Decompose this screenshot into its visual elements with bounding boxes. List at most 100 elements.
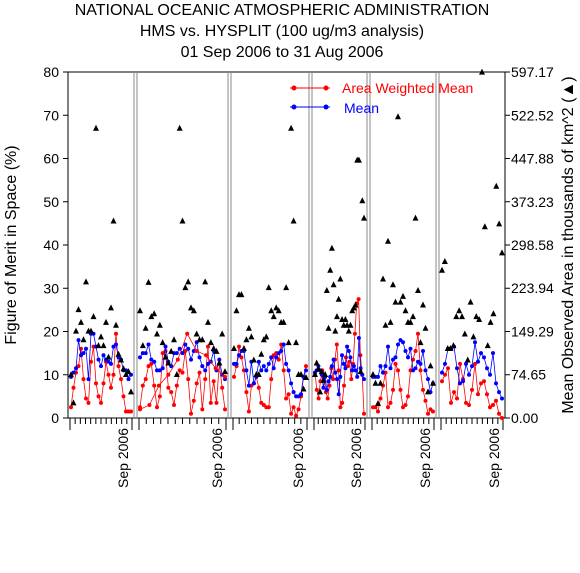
data-point-area-weighted-mean bbox=[398, 387, 403, 392]
data-point-mean bbox=[140, 351, 145, 356]
data-point-area-weighted-mean bbox=[500, 416, 504, 420]
data-point-mean bbox=[189, 357, 193, 362]
data-point-area-weighted-mean bbox=[467, 403, 471, 407]
series-line-area-weighted-mean bbox=[70, 333, 131, 412]
data-point-area-weighted-mean bbox=[81, 377, 86, 382]
data-point-area-weighted-mean bbox=[455, 396, 459, 401]
y2-tick-label: 149.29 bbox=[511, 324, 554, 340]
data-point-area-weighted-mean bbox=[406, 394, 410, 399]
area-triangle-marker bbox=[207, 339, 214, 346]
area-triangle-marker bbox=[450, 342, 457, 349]
area-triangle-marker bbox=[68, 371, 74, 378]
area-triangle-marker bbox=[190, 307, 197, 314]
area-triangle-marker bbox=[420, 301, 426, 308]
data-point-area-weighted-mean bbox=[152, 383, 157, 388]
area-triangle-marker bbox=[303, 373, 309, 380]
data-point-area-weighted-mean bbox=[479, 381, 483, 386]
data-point-area-weighted-mean bbox=[396, 368, 400, 373]
data-point-area-weighted-mean bbox=[347, 359, 352, 364]
data-point-area-weighted-mean bbox=[183, 349, 188, 353]
legend-label-mean: Mean bbox=[344, 100, 379, 116]
data-point-mean bbox=[146, 342, 151, 347]
legend-marker-area-weighted-mean bbox=[291, 85, 297, 91]
area-triangle-marker bbox=[103, 318, 109, 325]
data-point-area-weighted-mean bbox=[206, 344, 210, 349]
data-point-mean bbox=[76, 338, 81, 343]
data-point-area-weighted-mean bbox=[391, 387, 395, 392]
data-point-mean bbox=[71, 370, 76, 375]
data-point-area-weighted-mean bbox=[203, 377, 208, 382]
data-point-area-weighted-mean bbox=[331, 377, 336, 382]
area-triangle-marker bbox=[361, 214, 367, 221]
data-point-area-weighted-mean bbox=[197, 370, 202, 375]
data-point-mean bbox=[388, 366, 393, 371]
data-point-mean bbox=[476, 359, 480, 364]
area-triangle-marker bbox=[182, 284, 189, 291]
data-point-area-weighted-mean bbox=[129, 409, 133, 414]
area-triangle-marker bbox=[162, 353, 169, 360]
area-triangle-marker bbox=[185, 278, 192, 285]
data-point-mean bbox=[244, 368, 249, 373]
data-point-area-weighted-mean bbox=[449, 400, 453, 405]
area-triangle-marker bbox=[283, 284, 290, 291]
area-triangle-marker bbox=[213, 347, 220, 354]
area-triangle-marker bbox=[456, 307, 463, 314]
area-triangle-marker bbox=[407, 318, 414, 325]
area-triangle-marker bbox=[481, 223, 488, 230]
area-triangle-marker bbox=[125, 368, 132, 375]
area-triangle-marker bbox=[385, 237, 391, 244]
data-point-area-weighted-mean bbox=[155, 405, 159, 410]
data-point-mean bbox=[143, 351, 148, 356]
data-point-area-weighted-mean bbox=[211, 379, 216, 384]
data-point-mean bbox=[335, 377, 339, 382]
data-point-area-weighted-mean bbox=[393, 361, 398, 366]
data-point-mean bbox=[406, 355, 410, 360]
area-triangle-marker bbox=[392, 298, 399, 305]
area-triangle-marker bbox=[499, 249, 505, 256]
data-point-mean bbox=[261, 364, 266, 369]
data-point-mean bbox=[401, 340, 405, 345]
area-triangle-marker bbox=[332, 327, 339, 334]
area-triangle-marker bbox=[422, 324, 429, 331]
data-point-mean bbox=[491, 351, 495, 356]
area-triangle-marker bbox=[216, 359, 223, 366]
area-triangle-marker bbox=[380, 275, 386, 282]
area-triangle-marker bbox=[73, 327, 79, 334]
data-point-area-weighted-mean bbox=[214, 400, 219, 405]
area-triangle-marker bbox=[173, 371, 180, 378]
area-triangle-marker bbox=[496, 220, 503, 227]
data-point-area-weighted-mean bbox=[316, 396, 321, 401]
area-triangle-marker bbox=[493, 182, 500, 189]
area-triangle-marker bbox=[231, 344, 237, 351]
y2-ticks: 0.00 74.65 149.29 223.94 298.58 373.23 447.88 5… bbox=[505, 64, 554, 426]
data-point-area-weighted-mean bbox=[494, 398, 498, 403]
area-triangle-marker bbox=[397, 298, 404, 305]
data-point-mean bbox=[246, 383, 251, 388]
y-tick-label: 70 bbox=[43, 107, 59, 123]
area-triangle-marker bbox=[145, 278, 152, 285]
data-point-area-weighted-mean bbox=[342, 383, 346, 388]
y-tick-label: 80 bbox=[43, 64, 59, 80]
data-point-area-weighted-mean bbox=[458, 361, 462, 366]
data-point-mean bbox=[500, 396, 504, 401]
area-triangle-marker bbox=[83, 278, 89, 285]
data-point-area-weighted-mean bbox=[84, 396, 88, 401]
data-point-area-weighted-mean bbox=[426, 411, 430, 416]
area-triangle-marker bbox=[293, 339, 300, 346]
data-point-area-weighted-mean bbox=[269, 377, 274, 382]
series-layer bbox=[69, 297, 504, 420]
data-point-mean bbox=[355, 374, 360, 379]
data-point-mean bbox=[351, 364, 356, 369]
data-point-mean bbox=[109, 361, 113, 366]
x-tick-label: Sep 2006 bbox=[209, 428, 225, 488]
data-point-area-weighted-mean bbox=[160, 351, 165, 356]
area-triangle-marker bbox=[320, 376, 327, 383]
area-triangle-marker bbox=[105, 353, 112, 360]
data-point-mean bbox=[237, 353, 241, 358]
data-point-area-weighted-mean bbox=[143, 377, 148, 382]
data-point-area-weighted-mean bbox=[200, 407, 205, 412]
data-point-area-weighted-mean bbox=[286, 392, 291, 397]
data-point-area-weighted-mean bbox=[180, 370, 185, 375]
data-point-mean bbox=[174, 351, 179, 356]
data-point-area-weighted-mean bbox=[376, 409, 380, 414]
